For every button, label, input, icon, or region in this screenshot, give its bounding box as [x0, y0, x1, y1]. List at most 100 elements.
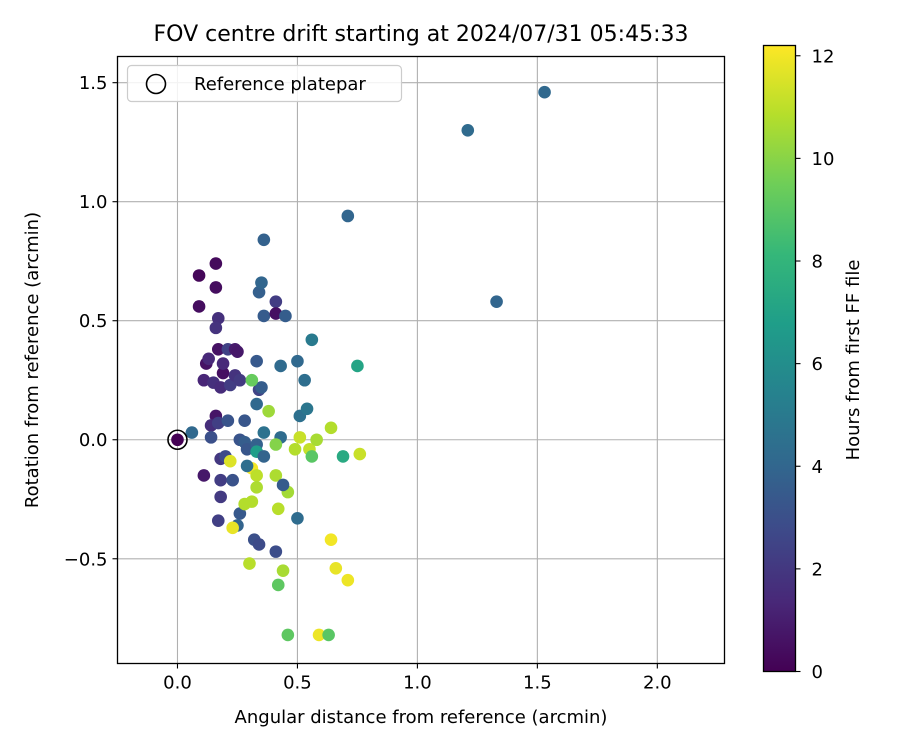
- x-axis-label: Angular distance from reference (arcmin): [235, 707, 608, 728]
- colorbar-tick-label: 4: [812, 457, 823, 478]
- legend: Reference platepar: [126, 64, 403, 103]
- data-point: [257, 450, 271, 463]
- data-point: [214, 490, 227, 504]
- x-tick-label: 0.0: [163, 673, 192, 694]
- y-tick-label: 1.5: [79, 73, 108, 94]
- data-point: [271, 578, 285, 592]
- data-point: [310, 433, 323, 447]
- colorbar-tick-label: 8: [812, 252, 823, 273]
- data-points: [167, 85, 551, 642]
- data-point: [204, 431, 218, 444]
- colorbar-tick-label: 10: [812, 149, 835, 170]
- data-point: [255, 276, 268, 289]
- data-point: [185, 426, 199, 439]
- data-point: [298, 373, 311, 387]
- y-tick-label: 0.5: [79, 311, 108, 332]
- data-point: [209, 281, 223, 294]
- plot-frame: [116, 55, 726, 665]
- data-point: [300, 402, 314, 416]
- data-point: [281, 628, 295, 642]
- data-point: [216, 366, 230, 380]
- data-point: [336, 450, 350, 463]
- data-point: [269, 545, 283, 558]
- legend-label: Reference platepar: [194, 74, 366, 95]
- y-tick-label: 0.0: [79, 430, 108, 451]
- data-point: [329, 561, 343, 575]
- x-ticks: 0.0 0.5 1.0 1.5 2.0: [163, 663, 672, 694]
- data-point: [257, 426, 271, 439]
- data-point: [238, 414, 251, 428]
- data-point: [226, 521, 239, 535]
- data-point: [293, 431, 307, 444]
- data-point: [324, 421, 338, 435]
- plot-area: 0.0 0.5 1.0 1.5 2.0 −0.5 0.0 0.5 1.0 1.5: [64, 55, 726, 694]
- data-point: [214, 381, 227, 394]
- data-point: [209, 257, 223, 270]
- data-point: [269, 295, 283, 308]
- data-point: [291, 511, 304, 525]
- data-point: [211, 312, 225, 325]
- data-point: [243, 557, 256, 570]
- x-tick-label: 1.0: [403, 673, 432, 694]
- data-point: [271, 502, 285, 516]
- data-point: [341, 209, 355, 223]
- data-point: [216, 357, 230, 370]
- colorbar-tick-label: 0: [812, 662, 823, 683]
- data-point: [171, 433, 184, 447]
- data-point: [240, 459, 254, 473]
- data-point: [276, 564, 290, 577]
- chart-title: FOV centre drift starting at 2024/07/31 …: [154, 22, 689, 47]
- data-point: [490, 295, 503, 308]
- data-point: [197, 373, 211, 387]
- data-point: [233, 507, 247, 520]
- data-point: [250, 397, 263, 411]
- data-point: [288, 442, 302, 456]
- legend-marker: [145, 73, 167, 95]
- data-point: [223, 454, 237, 468]
- colorbar-ticks: 0 2 4 6 8 10 12: [795, 46, 835, 683]
- data-point: [250, 354, 263, 368]
- y-axis-label: Rotation from reference (arcmin): [22, 212, 43, 508]
- colorbar-tick-label: 2: [812, 559, 823, 580]
- data-point: [305, 333, 319, 347]
- data-point: [221, 414, 235, 428]
- colorbar-tick-label: 6: [812, 354, 823, 375]
- reference-platepar-marker: [167, 429, 188, 451]
- x-tick-label: 0.5: [283, 673, 312, 694]
- colorbar: 0 2 4 6 8 10 12 Hours from first FF file: [762, 44, 864, 683]
- data-point: [211, 416, 225, 430]
- y-ticks: −0.5 0.0 0.5 1.0 1.5: [64, 73, 118, 570]
- colorbar-label: Hours from first FF file: [843, 260, 864, 461]
- data-point: [209, 321, 223, 335]
- data-point: [322, 628, 335, 642]
- data-point: [269, 469, 283, 482]
- data-point: [192, 269, 206, 282]
- data-point: [262, 404, 275, 418]
- x-tick-label: 2.0: [643, 673, 672, 694]
- data-point: [252, 285, 266, 299]
- data-point: [269, 438, 283, 451]
- data-point: [214, 473, 227, 487]
- data-point: [257, 233, 271, 247]
- data-point: [461, 123, 475, 137]
- data-point: [211, 342, 225, 356]
- data-point: [240, 442, 254, 456]
- data-point: [250, 469, 263, 482]
- y-tick-label: 1.0: [79, 192, 108, 213]
- data-point: [312, 628, 326, 642]
- data-point: [351, 359, 364, 373]
- x-tick-label: 1.5: [523, 673, 552, 694]
- data-point: [274, 359, 287, 373]
- data-point: [197, 469, 211, 482]
- legend-box: [126, 64, 403, 103]
- data-point: [538, 85, 551, 99]
- data-point: [192, 300, 206, 313]
- data-point: [305, 450, 319, 463]
- colorbar-tick-label: 12: [812, 46, 835, 67]
- data-point: [245, 373, 259, 387]
- colorbar-gradient: [762, 44, 797, 673]
- data-point: [269, 307, 283, 320]
- data-point: [291, 354, 304, 368]
- y-tick-label: −0.5: [64, 549, 108, 570]
